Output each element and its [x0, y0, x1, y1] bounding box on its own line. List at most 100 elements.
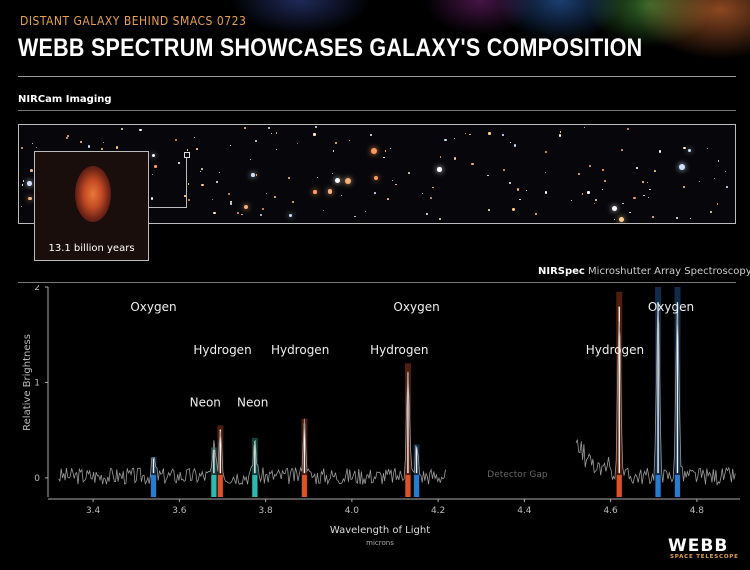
x-tick-label: 3.4 — [86, 506, 101, 516]
star-dot — [316, 177, 318, 178]
element-label: Neon — [190, 395, 221, 409]
star-dot — [602, 189, 604, 191]
star-dot — [150, 197, 154, 200]
star-dot — [453, 138, 455, 140]
element-label: Oxygen — [648, 300, 694, 314]
star-dot — [429, 197, 432, 200]
element-label: Hydrogen — [370, 343, 428, 357]
star-dot — [654, 169, 657, 172]
star-dot — [513, 144, 517, 147]
star-dot — [426, 212, 429, 215]
emission-line-base — [301, 475, 307, 497]
star-dot — [698, 180, 701, 183]
star-dot — [188, 199, 191, 202]
star-dot — [558, 134, 562, 137]
title-divider — [18, 76, 736, 77]
galaxy-location-marker — [184, 152, 190, 158]
star-dot — [571, 199, 573, 201]
star-dot — [641, 181, 644, 184]
star-dot — [471, 163, 474, 166]
webb-logo: WEBB — [668, 536, 729, 556]
star-dot — [255, 174, 258, 176]
star-dot — [390, 147, 392, 150]
star-dot — [534, 212, 537, 215]
star-dot — [184, 195, 187, 197]
star-dot — [488, 132, 491, 135]
star-dot — [201, 184, 204, 187]
star-dot — [716, 203, 719, 205]
star-dot — [265, 192, 267, 194]
imaging-label: NIRCam Imaging — [18, 94, 112, 105]
emission-line-base — [211, 475, 217, 497]
detector-gap-label: Detector Gap — [487, 470, 548, 480]
star-dot — [267, 126, 270, 129]
star-dot — [30, 169, 33, 172]
star-dot — [200, 170, 202, 172]
star-dot — [313, 133, 316, 136]
x-axis-label: Wavelength of Light — [330, 525, 430, 536]
spectrum-trace — [58, 371, 446, 486]
star-dot — [79, 140, 82, 143]
star-dot — [437, 167, 442, 172]
star-dot — [21, 205, 23, 208]
star-dot — [241, 213, 243, 215]
star-dot — [643, 194, 645, 197]
star-dot — [218, 171, 220, 173]
spectroscopy-label: NIRSpec Microshutter Array Spectroscopy — [538, 266, 750, 277]
star-dot — [154, 165, 157, 168]
star-dot — [116, 146, 119, 149]
element-label: Hydrogen — [271, 343, 329, 357]
star-dot — [383, 156, 385, 159]
star-dot — [139, 128, 142, 131]
star-dot — [626, 127, 629, 130]
star-dot — [369, 133, 372, 136]
star-dot — [387, 198, 389, 201]
star-dot — [276, 149, 278, 151]
star-dot — [717, 160, 720, 162]
star-dot — [66, 134, 69, 137]
star-dot — [212, 198, 214, 200]
emission-line-base — [616, 475, 622, 497]
star-dot — [331, 172, 334, 175]
star-dot — [152, 154, 156, 158]
emission-line-base — [414, 475, 420, 497]
y-tick-label: 1 — [34, 378, 40, 388]
star-dot — [28, 196, 32, 201]
star-dot — [365, 210, 367, 213]
star-dot — [439, 217, 442, 220]
star-dot — [275, 132, 278, 134]
element-label: Neon — [237, 395, 268, 409]
star-dot — [488, 208, 491, 211]
y-tick-label: 0 — [34, 474, 40, 484]
star-dot — [613, 218, 615, 220]
star-dot — [439, 156, 442, 158]
star-dot — [517, 188, 520, 191]
connector-line-vertical — [186, 158, 187, 208]
star-dot — [213, 212, 216, 215]
star-dot — [243, 127, 246, 129]
star-dot — [519, 198, 522, 201]
imaging-divider — [18, 110, 736, 111]
star-dot — [453, 157, 457, 160]
star-dot — [635, 167, 638, 170]
star-dot — [512, 208, 515, 211]
x-tick-label: 4.2 — [431, 506, 445, 516]
star-dot — [315, 125, 317, 128]
star-dot — [237, 212, 240, 215]
star-dot — [334, 141, 338, 145]
star-dot — [469, 133, 471, 136]
page-title: WEBB SPECTRUM SHOWCASES GALAXY'S COMPOSI… — [18, 34, 643, 62]
star-dot — [582, 193, 584, 195]
star-dot — [230, 144, 232, 146]
x-tick-label: 3.8 — [258, 506, 273, 516]
spectrum-chart: 0 1 2 3.4 3.6 3.8 4.0 4.2 4.4 4.6 4.8 Relative Brig… — [22, 285, 740, 545]
star-dot — [594, 202, 596, 205]
emission-line-base — [405, 475, 411, 497]
element-label: Oxygen — [393, 300, 439, 314]
star-dot — [595, 198, 598, 202]
kicker-text: DISTANT GALAXY BEHIND SMACS 0723 — [20, 14, 247, 28]
star-dot — [274, 196, 277, 199]
element-label: Oxygen — [130, 300, 176, 314]
y-axis-label: Relative Brightness — [22, 334, 33, 431]
star-dot — [633, 196, 636, 200]
